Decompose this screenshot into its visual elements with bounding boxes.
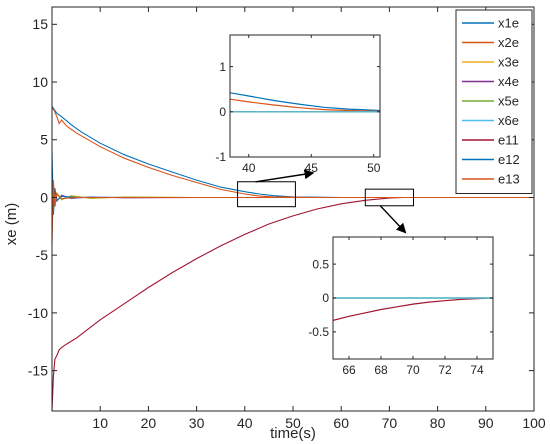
legend-label-e13: e13	[498, 172, 520, 187]
main-x-tick-label: 20	[141, 415, 157, 431]
legend-label-x2e: x2e	[498, 35, 519, 50]
inset-lower-x-tick-label: 68	[374, 363, 388, 377]
inset-lower-y-tick-label: -0.5	[308, 325, 329, 339]
zoom-arrow-lower	[379, 205, 407, 234]
x-axis-label: time(s)	[270, 425, 316, 442]
main-x-tick-label: 10	[92, 415, 108, 431]
main-y-tick-label: 5	[40, 132, 48, 148]
main-x-tick-label: 90	[478, 415, 494, 431]
main-y-tick-label: -5	[36, 247, 49, 263]
inset-upper-y-tick-label: 1	[219, 60, 226, 74]
main-x-tick-label: 100	[522, 415, 546, 431]
inset-upper-x-tick-label: 40	[242, 161, 256, 175]
inset-upper-frame	[229, 34, 381, 158]
main-x-tick-label: 40	[237, 415, 253, 431]
inset-upper-series-x2e	[230, 98, 380, 112]
legend-label-x4e: x4e	[498, 74, 519, 89]
legend-label-x6e: x6e	[498, 113, 519, 128]
inset-lower-x-tick-label: 74	[470, 363, 484, 377]
zoom-markers	[237, 169, 414, 234]
zoom-box-lower	[364, 188, 414, 207]
inset-lower-x-tick-label: 66	[342, 363, 356, 377]
main-y-tick-label: 15	[32, 16, 48, 32]
inset-lower-x-tick-label: 70	[406, 363, 420, 377]
inset-upper-plot-area	[230, 35, 380, 157]
inset-lower-series-e11	[333, 297, 493, 321]
inset-lower-plot: 66 68 70 72 74 -0.5 0 0.5	[308, 236, 494, 377]
inset-lower-x-tick-label: 72	[438, 363, 452, 377]
main-y-tick-label: -15	[28, 363, 48, 379]
inset-upper-plot: 40 45 50 -1 0 1	[215, 34, 381, 175]
main-x-tick-label: 80	[430, 415, 446, 431]
main-y-tick-label: 10	[32, 74, 48, 90]
main-x-tick-label: 70	[382, 415, 398, 431]
zoom-arrow-upper	[255, 169, 315, 183]
inset-lower-y-tick-label: 0.5	[312, 257, 329, 271]
legend-label-x1e: x1e	[498, 16, 519, 31]
zoom-box-upper	[237, 181, 296, 208]
main-y-tick-label: -10	[28, 305, 48, 321]
inset-upper-x-tick-label: 50	[367, 161, 381, 175]
main-x-tick-label: 50	[285, 415, 301, 431]
legend: x1e x2e x3e x4e x5e x6e e11 e12 e13	[455, 9, 533, 194]
inset-upper-series-x1e	[230, 92, 380, 112]
legend-label-x3e: x3e	[498, 55, 519, 70]
main-y-tick-label: 0	[40, 189, 48, 205]
inset-upper-y-tick-label: 0	[219, 105, 226, 119]
inset-upper-x-tick-label: 45	[305, 161, 319, 175]
main-series-e13	[52, 180, 534, 244]
inset-lower-y-tick-label: 0	[322, 291, 329, 305]
main-series-e11	[52, 196, 534, 411]
main-x-tick-label: 30	[189, 415, 205, 431]
legend-label-x5e: x5e	[498, 94, 519, 109]
main-x-tick-label: 60	[333, 415, 349, 431]
y-axis-label: xe (m)	[3, 203, 20, 246]
inset-upper-y-tick-label: -1	[215, 150, 226, 164]
legend-label-e11: e11	[498, 133, 519, 148]
legend-label-e12: e12	[498, 152, 520, 167]
